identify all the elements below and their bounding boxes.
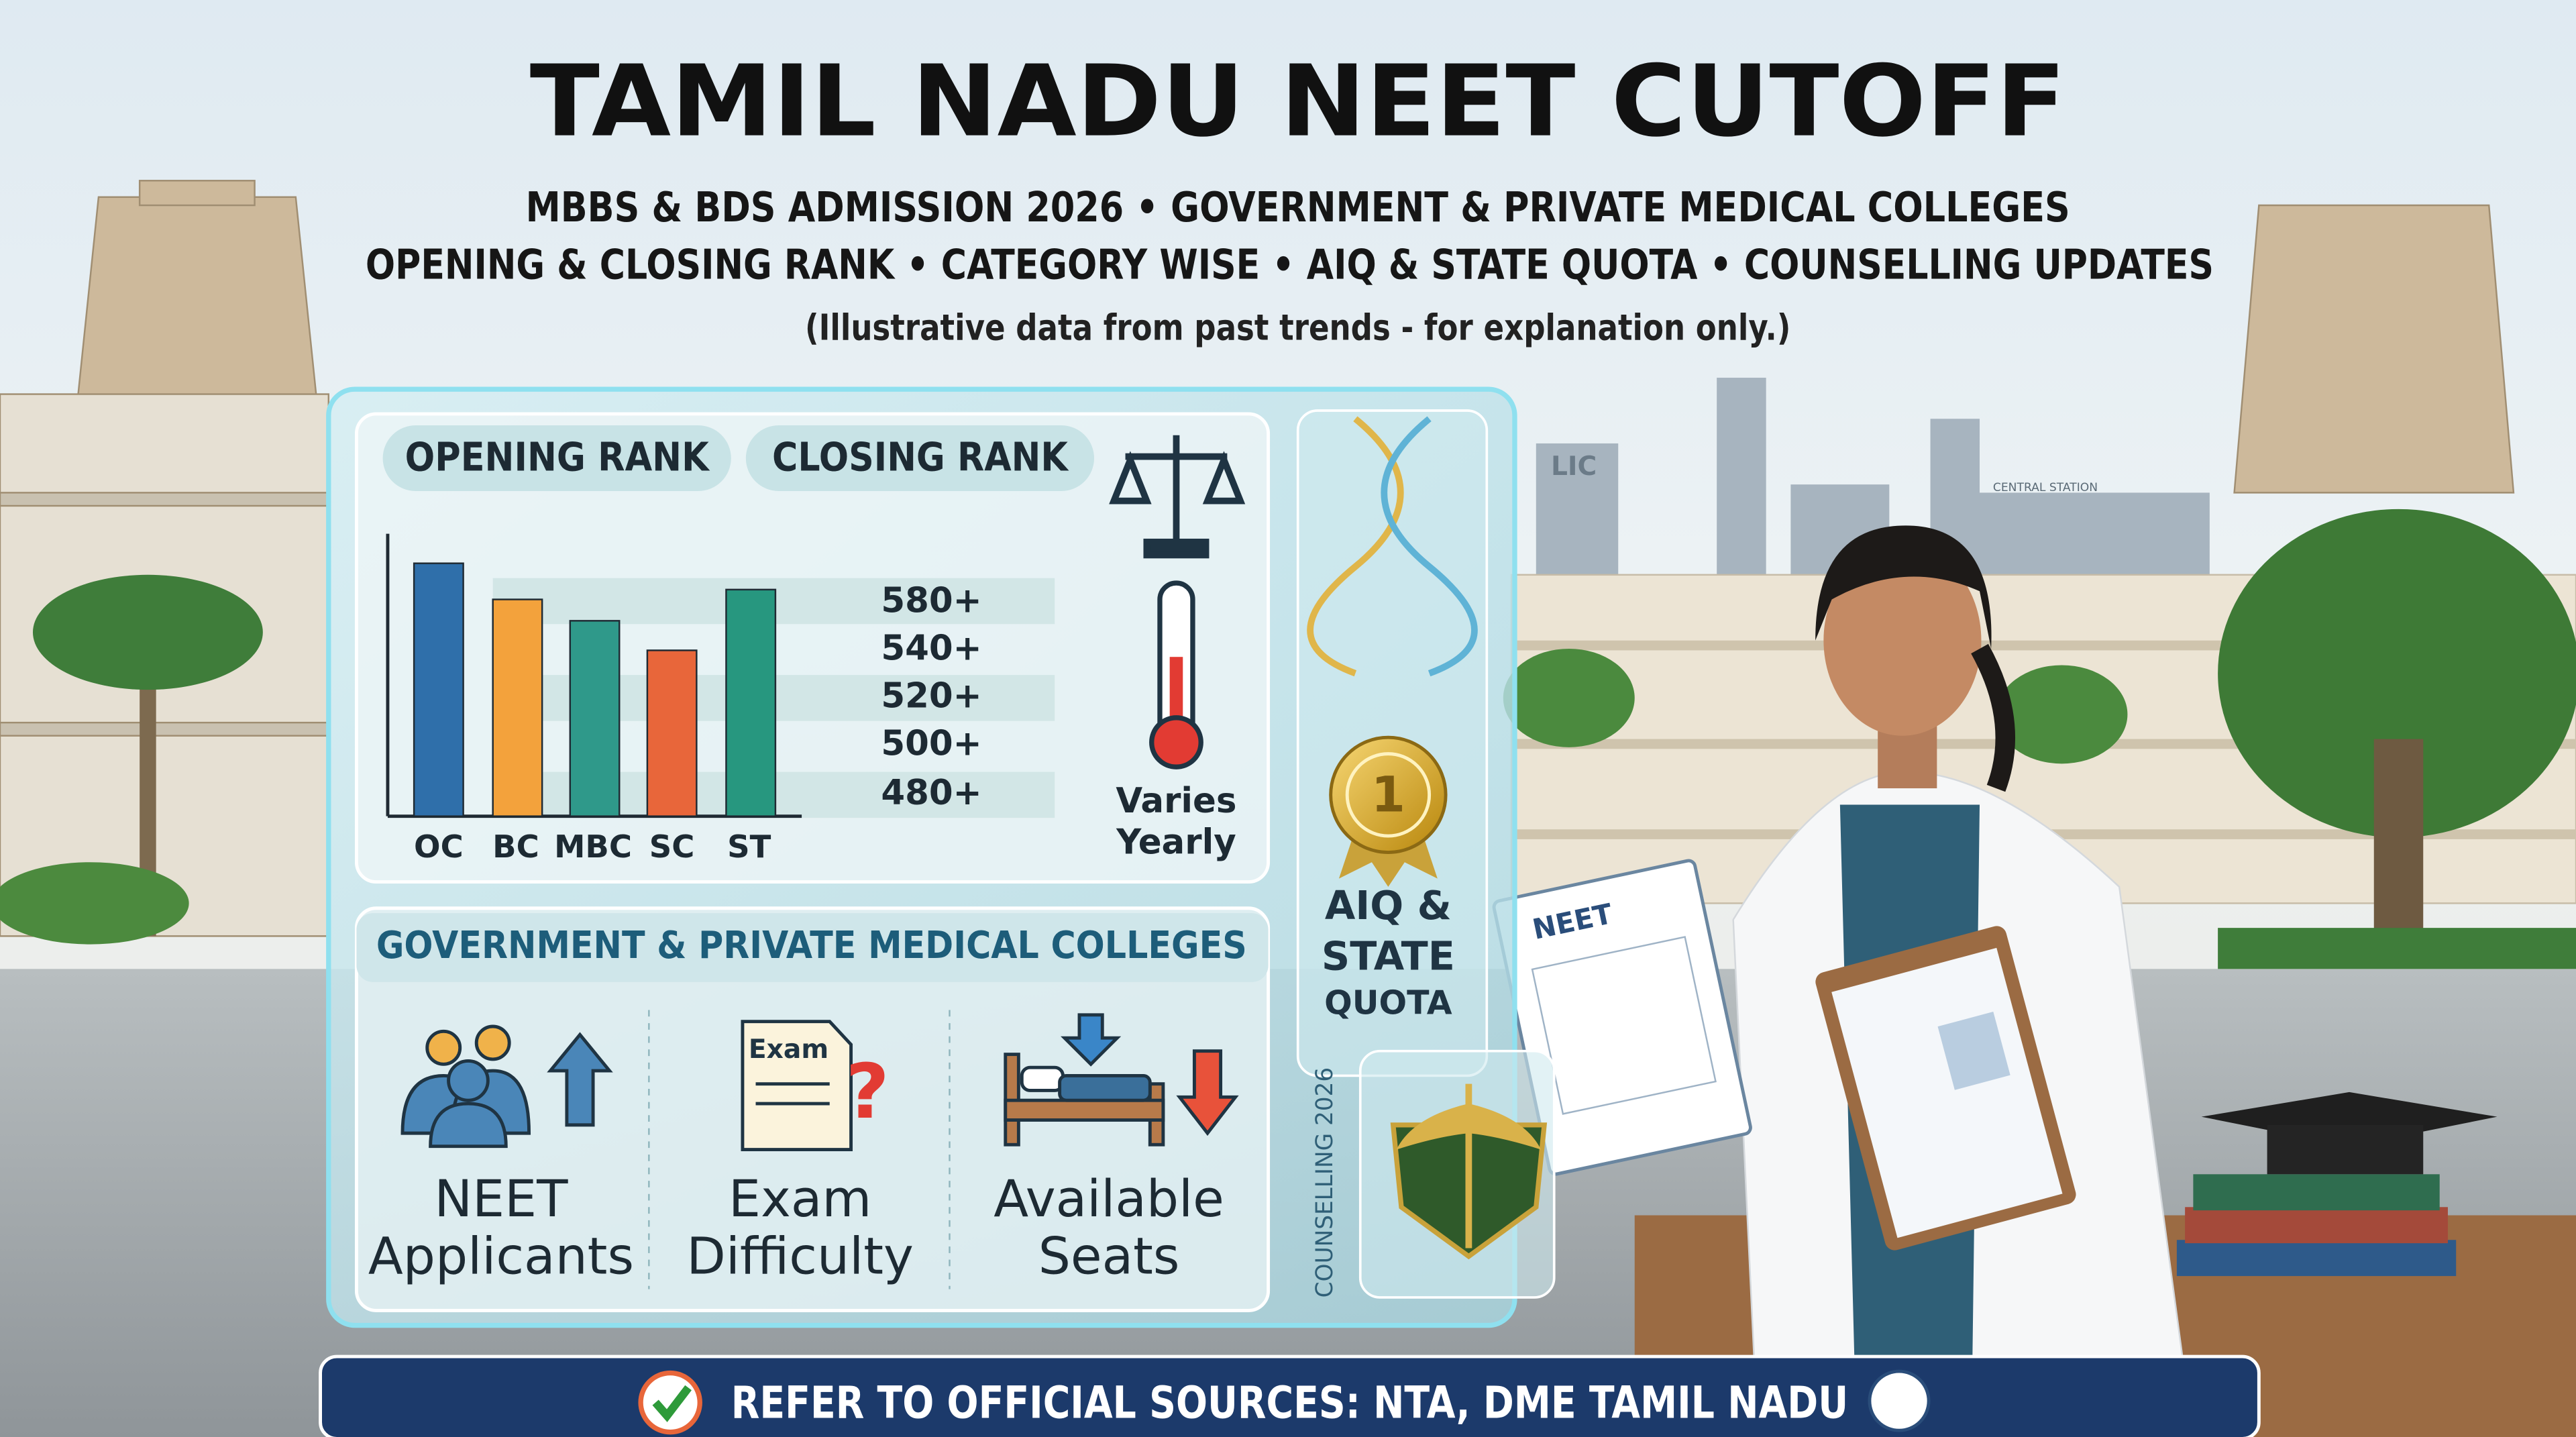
footer-logo [1868, 1369, 1931, 1432]
note: (Illustrative data from past trends - fo… [805, 307, 1790, 349]
check-icon [638, 1370, 702, 1435]
colleges-heading: GOVERNMENT & PRIVATE MEDICAL COLLEGES [376, 924, 1247, 967]
check-mark [652, 1385, 692, 1422]
subtitle: OPENING & CLOSING RANK • CATEGORY WISE •… [366, 242, 2214, 289]
subtitle: MBBS & BDS ADMISSION 2026 • GOVERNMENT &… [526, 184, 2070, 231]
emblem [1390, 1083, 1548, 1260]
clipboard-right [1815, 926, 2076, 1250]
factor-label: Difficulty [686, 1227, 914, 1286]
category-label: OC [414, 829, 464, 865]
category-label: ST [727, 829, 771, 865]
category-label: SC [649, 829, 695, 865]
score-label: 480+ [881, 773, 981, 813]
category-label: MBC [554, 829, 632, 865]
sign-text: CENTRAL STATION [1993, 481, 2098, 494]
factor-label: Seats [1038, 1227, 1180, 1286]
footer-bar [319, 1354, 2261, 1437]
title: TAMIL NADU NEET CUTOFF [530, 44, 2066, 159]
seats-icon [1004, 1013, 1239, 1147]
medal [1329, 735, 1448, 887]
category-bars [413, 562, 777, 817]
tab [745, 425, 1095, 491]
vertical-text: COUNSELLING 2026 [1311, 1067, 1338, 1298]
exam-icon-text: Exam [749, 1034, 828, 1065]
question-mark: ? [845, 1047, 889, 1136]
exam-icon [741, 1020, 853, 1152]
tab-label: CLOSING RANK [772, 434, 1069, 480]
factor-label: Applicants [368, 1227, 634, 1286]
score-label: 520+ [881, 676, 981, 716]
score-label: 580+ [881, 580, 981, 621]
score-labels: 580+ 540+ 520+ 500+ 480+ [881, 580, 981, 812]
left-palm [0, 574, 263, 945]
tab [382, 425, 731, 491]
trend-note: Yearly [1116, 822, 1236, 862]
factor-label: Available [994, 1169, 1224, 1228]
factor-label: NEET [434, 1169, 568, 1228]
skyline [1536, 378, 2210, 592]
clipboard-left: NEET [1492, 859, 1752, 1176]
footer-text: REFER TO OFFICIAL SOURCES: NTA, DME TAMI… [731, 1377, 1848, 1429]
trend-note: Varies [1116, 781, 1236, 821]
category-labels: OC BC MBC SC ST [414, 829, 771, 865]
right-trees [1503, 509, 2576, 969]
tab-label: OPENING RANK [405, 434, 710, 480]
dna-icon [1307, 416, 1478, 677]
thermometer-icon [1149, 580, 1203, 769]
quota-label: STATE [1322, 933, 1455, 979]
medal-number: 1 [1371, 767, 1405, 824]
sign-text: LIC [1551, 451, 1597, 482]
score-label: 500+ [881, 723, 981, 763]
scale-icon [1109, 435, 1246, 559]
factor-label: Exam [729, 1169, 871, 1228]
quota-label: QUOTA [1324, 984, 1452, 1022]
quota-label: AIQ & [1325, 882, 1452, 928]
category-label: BC [492, 829, 539, 865]
applicants-icon [400, 1024, 613, 1149]
score-label: 540+ [881, 628, 981, 668]
colleges-heading-bar [356, 913, 1269, 982]
